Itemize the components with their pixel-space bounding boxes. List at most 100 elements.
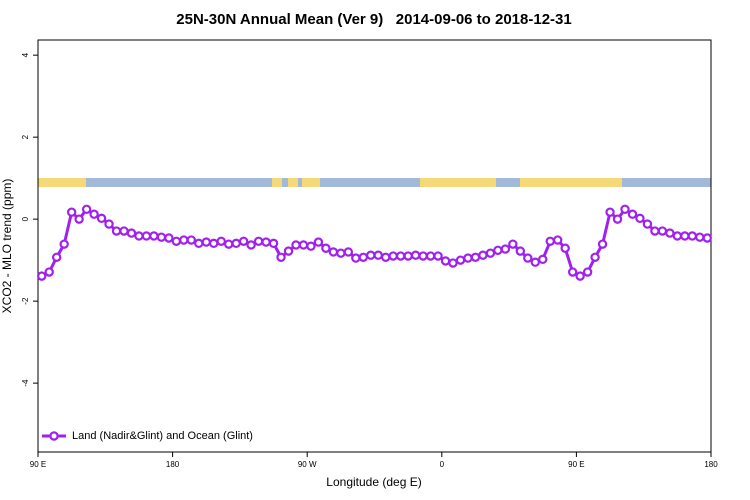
y-axis-label: XCO2 - MLO trend (ppm) — [0, 179, 14, 314]
data-point — [268, 238, 279, 249]
x-tick-label: 90 W — [298, 460, 317, 469]
data-point — [51, 252, 62, 262]
data-point — [545, 236, 555, 246]
data-point — [104, 219, 114, 229]
data-point — [336, 248, 346, 258]
data-point — [425, 251, 436, 261]
data-point — [508, 239, 518, 249]
data-point — [665, 228, 675, 238]
plot-frame — [37, 39, 712, 453]
data-point — [126, 228, 137, 238]
data-point — [553, 235, 563, 245]
data-point — [515, 246, 526, 256]
data-point — [81, 204, 92, 215]
data-point — [500, 244, 511, 254]
data-point — [164, 233, 174, 243]
data-point — [538, 254, 548, 265]
data-point — [440, 256, 451, 266]
x-tick-label: 0 — [440, 460, 445, 469]
data-point — [291, 240, 301, 250]
data-point — [388, 251, 398, 261]
y-tick-label: -2 — [21, 297, 30, 305]
data-point — [395, 251, 406, 261]
legend-item: Land (Nadir&Glint) and Ocean (Glint) — [42, 430, 253, 442]
x-axis-label: Longitude (deg E) — [326, 475, 421, 489]
y-tick-label: 4 — [21, 52, 30, 57]
data-point — [590, 252, 600, 262]
data-point — [238, 236, 249, 246]
x-tick-label: 180 — [166, 460, 180, 469]
data-point — [89, 209, 99, 219]
data-point — [627, 209, 638, 219]
data-point — [246, 240, 256, 250]
data-point — [403, 251, 413, 261]
data-point — [373, 250, 383, 260]
data-point — [672, 231, 683, 241]
data-point — [111, 226, 122, 236]
data-point — [695, 232, 705, 242]
data-point — [156, 232, 167, 242]
data-point — [351, 253, 361, 263]
data-point — [605, 207, 615, 217]
data-point — [179, 235, 189, 245]
land-ocean-strip — [38, 178, 711, 187]
data-point — [328, 247, 339, 257]
data-point — [358, 252, 368, 262]
data-point — [657, 226, 668, 236]
x-tick-label: 90 E — [568, 460, 584, 469]
data-point — [523, 253, 533, 263]
data-point — [597, 239, 608, 249]
data-point — [283, 246, 294, 256]
data-point — [253, 236, 264, 246]
data-point — [366, 250, 376, 260]
data-point — [612, 214, 623, 224]
data-point — [582, 267, 593, 277]
data-point — [381, 252, 391, 262]
series — [37, 204, 712, 281]
legend-marker — [49, 431, 59, 441]
data-point — [186, 235, 196, 245]
data-point — [231, 238, 241, 249]
data-point — [478, 250, 488, 260]
data-point — [433, 251, 443, 261]
data-point — [567, 267, 578, 277]
chart-title: 25N-30N Annual Mean (Ver 9) 2014-09-06 t… — [176, 11, 571, 28]
data-point — [470, 252, 481, 262]
data-point — [119, 226, 129, 236]
y-tick-label: -4 — [21, 379, 30, 387]
data-point — [313, 237, 324, 247]
data-point — [620, 204, 630, 215]
legend-label: Land (Nadir&Glint) and Ocean (Glint) — [72, 430, 253, 442]
data-point — [37, 271, 47, 281]
data-point — [575, 271, 585, 281]
data-point — [194, 238, 204, 249]
data-point — [74, 214, 84, 224]
series-line — [41, 207, 708, 278]
data-point — [201, 237, 211, 247]
data-point — [209, 238, 219, 249]
data-point — [134, 231, 144, 241]
data-point — [343, 247, 354, 257]
data-point — [463, 253, 473, 263]
data-point — [702, 233, 712, 243]
data-point — [276, 252, 286, 262]
data-point — [635, 213, 645, 224]
data-point — [680, 231, 690, 241]
data-point — [410, 250, 421, 260]
data-point — [687, 231, 698, 241]
data-point — [223, 239, 234, 249]
data-point — [418, 251, 428, 261]
data-point — [455, 255, 466, 265]
data-point — [448, 258, 458, 268]
data-point — [261, 237, 271, 247]
x-tick-label: 180 — [704, 460, 718, 469]
data-point — [44, 267, 54, 277]
data-point — [171, 236, 182, 246]
data-point — [96, 213, 107, 224]
data-point — [493, 245, 503, 256]
y-tick-label: 2 — [21, 134, 30, 139]
data-point — [298, 240, 309, 250]
data-point — [141, 231, 152, 241]
data-point — [321, 243, 331, 253]
data-point — [216, 236, 226, 246]
